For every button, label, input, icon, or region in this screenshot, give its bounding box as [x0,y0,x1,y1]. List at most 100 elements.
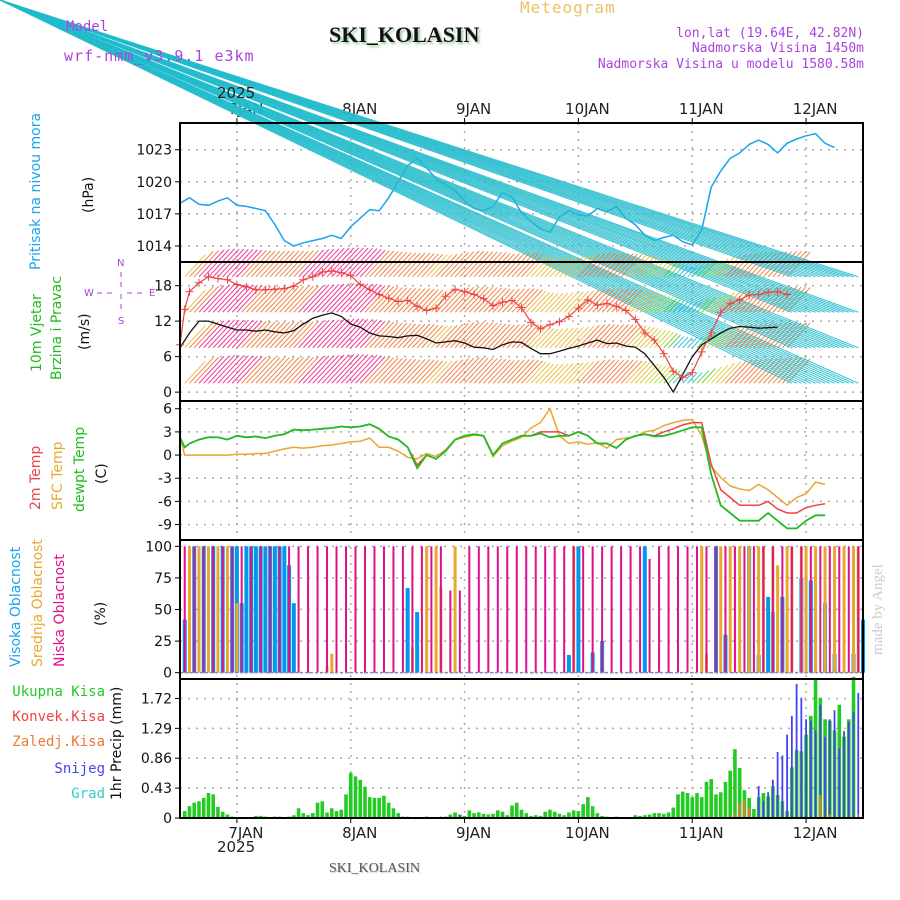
low-cloud-bar [411,546,414,673]
wind-barb [340,318,369,349]
wind-barb [658,296,674,313]
wind-gust-marker [232,280,241,289]
wind-barb [378,251,403,278]
wind-barb [706,295,723,313]
wind-barb [739,359,763,384]
low-cloud-bar [743,546,746,673]
wind-gust-marker [678,373,687,382]
wind-gust-marker [583,295,592,304]
wind-gust-marker [688,368,697,377]
wind-barb [336,318,364,349]
wind-barb [250,321,276,349]
total-precip-bar [562,815,566,818]
wind-barb [492,253,515,278]
wind-barb [696,299,710,313]
total-precip-bar [510,805,514,818]
wind-barb [383,251,408,278]
wind-barb [573,361,595,384]
watermark: made by Angel [870,564,886,655]
wind-barb [364,250,390,278]
wind-barb [426,325,448,349]
wind-barb [193,321,219,349]
wind-barb [241,321,267,349]
total-precip-bar [690,797,695,818]
total-precip-bar [495,810,500,818]
wind-barb [544,257,564,278]
wind-barb [246,356,272,384]
wind-barb [449,251,475,278]
low-cloud-bar [250,546,253,673]
total-precip-bar [477,812,481,818]
snow-bar [857,692,860,818]
temp-unit: (C) [94,463,110,484]
wind-barb [203,319,230,349]
total-precip-bar [367,797,372,818]
low-cloud-bar [781,546,784,673]
wind-barb [677,301,689,313]
low-cloud-bar [639,546,642,673]
low-cloud-bar [420,546,423,673]
pressure-title: Pritisak na nivou mora [28,112,44,270]
low-cloud-bar [553,546,556,673]
wind-gust-marker [593,301,602,310]
total-precip-bar [254,815,258,818]
low-cloud-bar [515,546,518,673]
wind-barb [288,321,314,349]
wind-barb [777,251,802,278]
wind-gust-marker [536,324,545,333]
wind-gust-marker [669,367,678,376]
wind-gust-marker [356,280,365,289]
wind-barb [530,292,550,313]
wind-barb [597,359,620,384]
wind-gust-marker [745,291,754,300]
wind-barb [677,265,689,278]
wind-barb [412,359,435,384]
wind-barb [340,354,369,384]
total-precip-bar [363,786,367,818]
mid-cloud-bar [785,546,789,673]
wind-barb [445,358,469,384]
snow-bar [838,748,841,818]
wind-barb [407,252,431,278]
wind-gust-marker [489,301,498,310]
snow-bar [805,719,807,818]
total-precip-bar [320,801,325,818]
wind-barb [691,336,703,349]
wind-barb [212,284,240,313]
wind-barb [682,266,693,278]
total-precip-bar [657,813,661,818]
mid-cloud-label: Srednja Oblacnost [30,539,46,667]
wind-barb [255,357,281,384]
wind-barb [283,286,309,313]
wind-barb [630,255,651,278]
wind-barb [421,360,444,384]
wind-barb [696,370,710,384]
high-cloud-bar [415,612,420,673]
wind-barb [302,248,330,278]
wind-barb [302,355,330,384]
high-cloud-bar [566,654,571,673]
wind-barb [592,288,615,313]
mid-cloud-bar [842,546,846,673]
high-cloud-bar [405,588,410,673]
wind-barb [246,250,272,278]
low-cloud-bar [762,546,765,673]
wind-barb [592,253,615,278]
compass-e: E [149,288,156,299]
wind-barb [250,356,276,384]
wind-barb [516,324,539,349]
wind-barb [582,253,606,278]
wind-barb [269,286,295,313]
wind-barb [359,285,386,313]
wind-gust-marker [612,302,621,311]
frz-precip-bar [828,814,831,818]
total-precip-bar [462,815,467,818]
total-precip-bar [216,806,220,818]
total-precip-bar [491,813,495,818]
snow-bar [814,730,817,818]
total-precip-bar [519,809,524,818]
wind-barb [497,359,520,384]
wind-barb [516,288,539,313]
wind-barb [393,359,417,384]
temp2m-label: 2m Temp [28,445,44,510]
